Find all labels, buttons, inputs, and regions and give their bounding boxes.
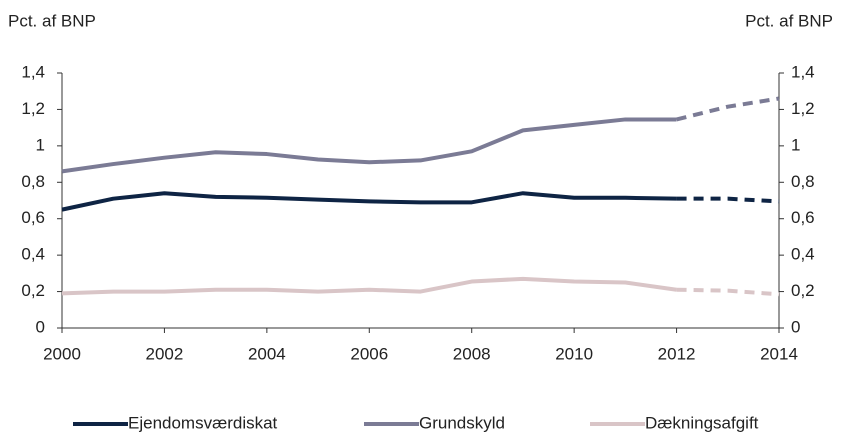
y2-tick-label: 0,2 <box>791 281 815 300</box>
legend-label: Grundskyld <box>419 413 505 432</box>
series-line <box>61 191 677 212</box>
y2-tick-label: 0,8 <box>791 172 815 191</box>
y-axis-label: Pct. af BNP <box>8 11 96 30</box>
y-tick-label: 0,6 <box>21 208 45 227</box>
legend-label: Dækningsafgift <box>645 413 759 432</box>
projection-line <box>676 96 780 122</box>
series-line <box>61 117 677 174</box>
y2-tick-label: 1 <box>791 135 800 154</box>
y-tick-label: 0,2 <box>21 281 45 300</box>
x-tick-label: 2010 <box>555 344 593 363</box>
x-tick-label: 2002 <box>146 344 184 363</box>
y-tick-label: 1,4 <box>21 62 45 81</box>
y2-tick-label: 0,6 <box>791 208 815 227</box>
y-tick-label: 0,8 <box>21 172 45 191</box>
x-tick-label: 2012 <box>658 344 696 363</box>
y-tick-label: 0 <box>36 317 45 336</box>
legend-label: Ejendomsværdiskat <box>128 413 278 432</box>
y2-axis-label: Pct. af BNP <box>745 11 833 30</box>
x-tick-label: 2014 <box>760 344 798 363</box>
y2-tick-label: 0,4 <box>791 245 815 264</box>
x-tick-label: 2000 <box>43 344 81 363</box>
projection-line <box>676 287 780 297</box>
y-tick-label: 0,4 <box>21 245 45 264</box>
y-tick-label: 1 <box>36 135 45 154</box>
x-tick-label: 2008 <box>453 344 491 363</box>
y2-tick-label: 1,2 <box>791 99 815 118</box>
x-tick-label: 2006 <box>350 344 388 363</box>
projection-line <box>676 196 780 204</box>
y2-tick-label: 0 <box>791 317 800 336</box>
x-tick-label: 2004 <box>248 344 286 363</box>
series-line <box>61 276 677 296</box>
y2-tick-label: 1,4 <box>791 62 815 81</box>
y-tick-label: 1,2 <box>21 99 45 118</box>
